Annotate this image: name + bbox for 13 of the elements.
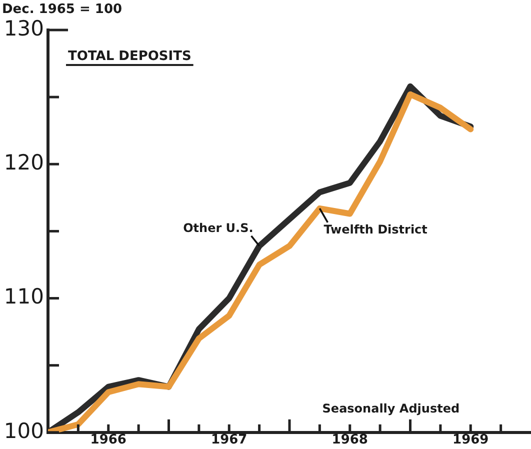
- text: TOTAL DEPOSITS: [68, 49, 192, 64]
- x-tick-label: 1969: [452, 432, 489, 448]
- annotation: Seasonally Adjusted: [322, 401, 460, 416]
- y-tick-label: 130: [4, 16, 44, 40]
- y-tick-label: 120: [4, 150, 44, 175]
- series-label: Twelfth District: [324, 222, 428, 237]
- x-tick-label: 1968: [332, 432, 368, 448]
- y-axis-title: Dec. 1965 = 100: [2, 2, 122, 17]
- y-tick-label: 100: [4, 418, 44, 443]
- y-tick-label: 110: [4, 284, 44, 309]
- x-tick-label: 1966: [90, 432, 126, 448]
- series-label: Other U.S.: [183, 221, 254, 236]
- x-tick-label: 1967: [211, 432, 248, 448]
